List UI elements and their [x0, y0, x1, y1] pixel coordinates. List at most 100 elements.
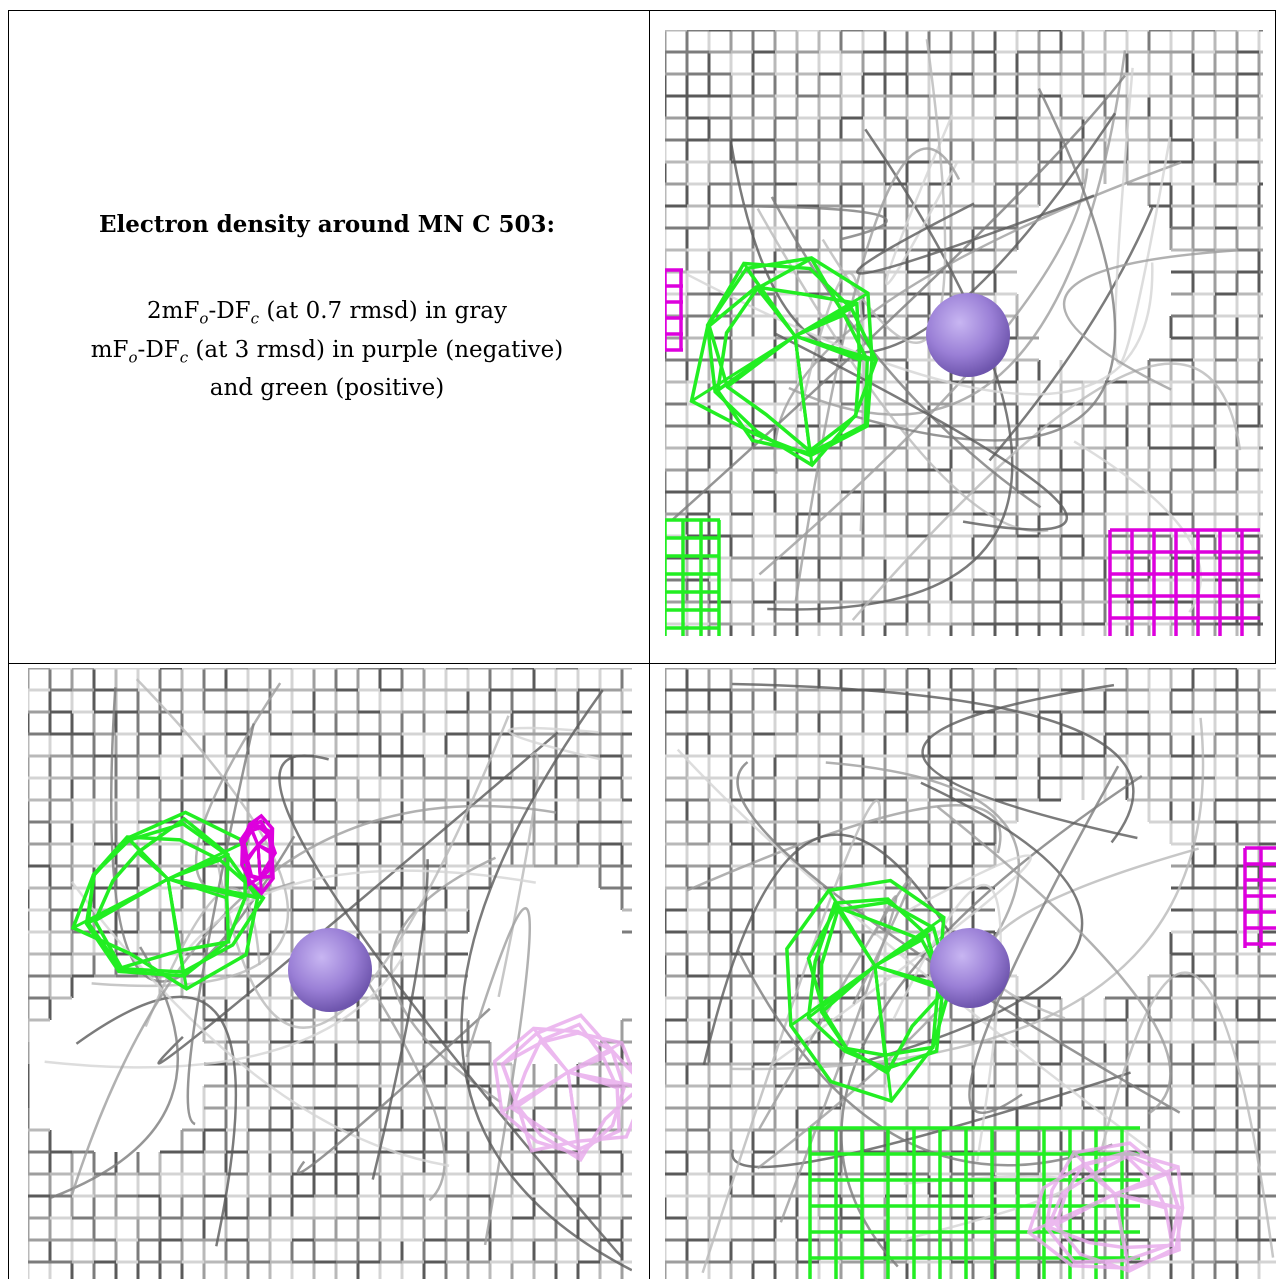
contour-ring: [689, 256, 874, 458]
contour-spoke: [1114, 1181, 1155, 1196]
negative-density-cage: [1108, 528, 1260, 636]
density-mesh-top-right: [665, 30, 1263, 636]
mesh-contour: [497, 752, 540, 998]
negative-density-blob: [238, 813, 278, 896]
contour-ring: [500, 1031, 632, 1163]
mesh-contour: [737, 950, 1113, 1167]
mesh-contour: [773, 161, 1182, 474]
mesh-contour: [371, 859, 429, 1180]
contour-spoke: [567, 1070, 618, 1090]
table-top-border: [8, 10, 1276, 11]
mesh-contour: [702, 833, 956, 1066]
mesh-contour: [775, 332, 1068, 531]
positive-density-cage: [808, 1126, 1140, 1279]
mesh-contour: [892, 883, 1002, 1162]
mesh-contour: [767, 128, 1014, 611]
contour-spoke: [167, 853, 229, 881]
contour-spoke: [874, 938, 923, 968]
contour-ring: [70, 821, 260, 991]
table-center-divider: [649, 10, 650, 1279]
contour-spoke: [755, 286, 797, 337]
mesh-contour: [856, 194, 1095, 275]
contour-spoke: [167, 877, 228, 900]
contour-spoke: [873, 965, 889, 1073]
density-mesh-bottom-right: [665, 668, 1276, 1279]
mesh-contour: [70, 804, 557, 1196]
contour-ring: [806, 904, 950, 1076]
positive-density-cage: [665, 518, 721, 636]
caption-legend: 2mFo-DFc (at 0.7 rmsd) in gray mFo-DFc (…: [91, 296, 564, 404]
mesh-contour: [788, 50, 1127, 416]
contour-spoke: [250, 829, 260, 846]
contour-ring: [819, 900, 952, 1058]
mesh-contour: [736, 761, 1181, 1114]
positive-density-blob: [689, 256, 879, 468]
contour-spoke: [822, 964, 876, 1012]
density-panel-bottom-right: [665, 668, 1276, 1279]
contour-spoke: [256, 833, 270, 847]
legend-line-green: and green (positive): [209, 375, 445, 402]
mn-atom-sphere: [926, 293, 1010, 377]
contour-spoke: [566, 1071, 581, 1150]
contour-ring: [93, 816, 231, 970]
contour-spoke: [794, 302, 858, 338]
mesh-contour: [712, 204, 888, 241]
mesh-contour: [686, 804, 1002, 892]
mesh-contour: [758, 877, 913, 1130]
contour-spoke: [167, 877, 264, 900]
mesh-contour: [390, 856, 502, 1103]
mesh-contour: [701, 799, 882, 1274]
mesh-contour: [687, 262, 1154, 396]
mesh-contour: [344, 947, 446, 1202]
mesh-contour: [988, 207, 1154, 462]
mesh-contour: [1095, 971, 1275, 1258]
mesh-contour: [854, 87, 1117, 442]
table-left-border: [8, 10, 9, 1279]
mesh-contour: [1062, 249, 1239, 391]
legend-line-gray: 2mFo-DFc (at 0.7 rmsd) in gray: [147, 298, 507, 328]
mesh-contour: [968, 765, 1120, 1114]
mesh-contour: [465, 907, 531, 1246]
negative-density-edge: [665, 268, 683, 352]
contour-ring: [86, 835, 266, 974]
mesh-contour: [216, 715, 510, 1029]
caption-cell: Electron density around MN C 503: 2mFo-D…: [8, 11, 646, 653]
mesh-contour: [296, 1007, 491, 1175]
mesh-contour: [157, 731, 559, 1065]
mesh-contour: [278, 754, 624, 1259]
positive-density-blob: [70, 810, 266, 991]
mesh-contour: [799, 271, 866, 532]
negative-density-faded: [1026, 1141, 1185, 1273]
positive-density-blob: [785, 878, 952, 1104]
mesh-contour: [44, 954, 406, 1069]
contour-ring: [785, 878, 946, 1104]
mesh-contour: [75, 995, 238, 1247]
contour-spoke: [793, 335, 812, 452]
gray-density-mesh: [28, 668, 632, 1279]
density-panel-bottom-left: [28, 668, 632, 1279]
density-panel-top-right: [665, 30, 1263, 636]
contour-ring: [715, 256, 869, 455]
mesh-contour: [180, 869, 536, 959]
contour-spoke: [94, 877, 169, 923]
mesh-contour: [186, 723, 255, 1126]
mesh-contour: [769, 854, 1032, 1067]
contour-spoke: [539, 1039, 570, 1073]
contour-spoke: [726, 334, 796, 389]
density-mesh-bottom-left: [28, 668, 632, 1279]
contour-ring: [242, 825, 278, 881]
mesh-contour: [936, 805, 1172, 1115]
contour-ring: [510, 1022, 621, 1152]
negative-density-edge: [1243, 846, 1276, 948]
contour-spoke: [257, 843, 276, 855]
mesh-contour: [731, 717, 1205, 1071]
mesh-contour: [851, 362, 1242, 621]
negative-density-faded: [492, 1013, 632, 1163]
contour-ring: [1054, 1150, 1185, 1273]
mesh-contour: [770, 196, 1042, 509]
contour-spoke: [256, 844, 262, 879]
contour-spoke: [136, 851, 169, 881]
mesh-contour: [507, 726, 601, 761]
mesh-contour: [460, 689, 632, 1272]
contour-ring: [707, 285, 862, 454]
